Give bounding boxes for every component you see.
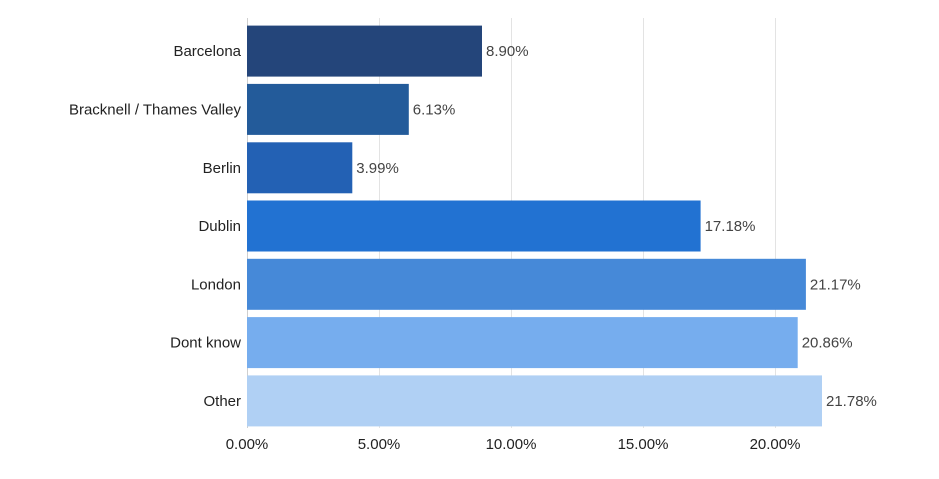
- bar-dublin: [247, 200, 701, 252]
- value-label: 21.17%: [810, 276, 861, 293]
- x-tick-label: 10.00%: [486, 436, 537, 453]
- category-label: Barcelona: [173, 43, 241, 60]
- x-tick-label: 15.00%: [618, 436, 669, 453]
- x-tick-label: 20.00%: [750, 436, 801, 453]
- value-label: 6.13%: [413, 101, 456, 118]
- bar-dont-know: [247, 317, 798, 369]
- category-label: Berlin: [203, 160, 241, 177]
- value-label: 20.86%: [802, 335, 853, 352]
- value-labels: 8.90% 6.13% 3.99% 17.18% 21.17% 20.86% 21.78%: [356, 43, 877, 410]
- bar-barcelona: [247, 25, 482, 77]
- category-label: Other: [203, 393, 241, 410]
- value-label: 8.90%: [486, 43, 529, 60]
- category-label: London: [191, 276, 241, 293]
- bar-other: [247, 375, 822, 427]
- category-label: Bracknell / Thames Valley: [69, 101, 242, 118]
- category-label: Dont know: [170, 335, 241, 352]
- x-axis-tick-labels: 0.00% 5.00% 10.00% 15.00% 20.00%: [226, 436, 801, 453]
- bars: [247, 25, 822, 427]
- x-tick-label: 5.00%: [358, 436, 401, 453]
- value-label: 3.99%: [356, 160, 399, 177]
- x-tick-label: 0.00%: [226, 436, 269, 453]
- bar-london: [247, 258, 806, 310]
- value-label: 21.78%: [826, 393, 877, 410]
- category-label: Dublin: [198, 218, 241, 235]
- value-label: 17.18%: [705, 218, 756, 235]
- bar-bracknell-thames-valley: [247, 83, 409, 135]
- category-labels: Barcelona Bracknell / Thames Valley Berlin…: [69, 43, 242, 410]
- bar-berlin: [247, 142, 353, 194]
